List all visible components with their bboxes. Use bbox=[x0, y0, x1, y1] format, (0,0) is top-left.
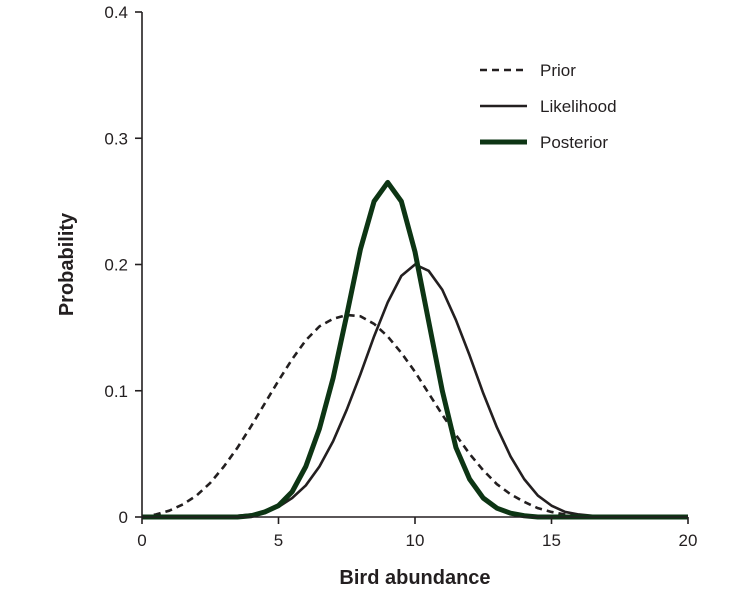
legend: Prior Likelihood Posterior bbox=[480, 61, 617, 152]
series-line-prior bbox=[141, 313, 688, 519]
legend-label-likelihood: Likelihood bbox=[540, 97, 617, 116]
series-layer bbox=[141, 179, 688, 520]
ticks-layer: 0 0.1 0.2 0.3 0.4 0 5 10 15 20 bbox=[104, 3, 697, 550]
x-tick-label: 15 bbox=[542, 531, 561, 550]
y-axis-title: Probability bbox=[56, 212, 78, 316]
y-tick-label: 0.4 bbox=[104, 3, 128, 22]
y-tick-label: 0.3 bbox=[104, 129, 128, 148]
x-tick-label: 20 bbox=[679, 531, 698, 550]
legend-label-prior: Prior bbox=[540, 61, 576, 80]
x-tick-label: 10 bbox=[406, 531, 425, 550]
x-axis-title: Bird abundance bbox=[339, 567, 490, 589]
series-line-likelihood bbox=[142, 263, 688, 519]
y-tick-label: 0.1 bbox=[104, 382, 128, 401]
x-tick-label: 5 bbox=[274, 531, 283, 550]
legend-label-posterior: Posterior bbox=[540, 133, 608, 152]
x-tick-label: 0 bbox=[137, 531, 146, 550]
y-tick-label: 0.2 bbox=[104, 256, 128, 275]
y-tick-label: 0 bbox=[119, 508, 128, 527]
